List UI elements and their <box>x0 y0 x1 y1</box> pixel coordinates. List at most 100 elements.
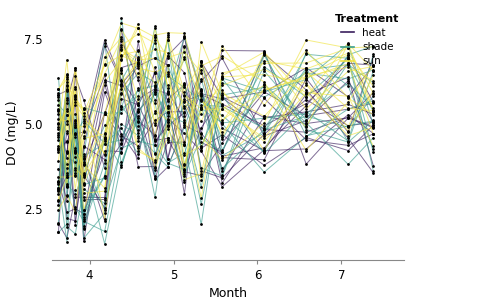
Point <box>134 102 142 107</box>
Point <box>197 99 205 104</box>
Point <box>54 94 62 99</box>
Point <box>100 205 108 210</box>
Point <box>151 133 159 138</box>
Point <box>180 142 188 147</box>
Point <box>134 152 142 157</box>
Point <box>63 183 71 188</box>
Point <box>54 121 62 125</box>
Point <box>164 140 172 145</box>
Point <box>180 161 188 166</box>
Point <box>63 239 71 244</box>
Point <box>151 177 159 182</box>
Point <box>260 83 268 88</box>
Point <box>260 116 268 121</box>
Point <box>344 84 352 88</box>
Point <box>218 175 226 180</box>
Point <box>218 181 226 185</box>
Point <box>218 107 226 112</box>
Point <box>180 151 188 155</box>
Point <box>80 212 88 217</box>
Point <box>180 81 188 86</box>
Point <box>260 123 268 128</box>
Point <box>134 60 142 65</box>
Point <box>197 88 205 93</box>
Point <box>72 94 80 99</box>
Point <box>180 117 188 122</box>
Point <box>151 38 159 43</box>
Point <box>54 180 62 185</box>
Point <box>164 104 172 109</box>
Point <box>151 89 159 94</box>
Point <box>54 188 62 193</box>
Point <box>164 63 172 68</box>
Point <box>72 166 80 170</box>
Point <box>197 67 205 72</box>
Point <box>344 69 352 74</box>
Point <box>151 138 159 143</box>
Point <box>63 224 71 229</box>
Point <box>344 123 352 128</box>
Point <box>80 114 88 119</box>
Point <box>260 61 268 66</box>
Point <box>72 218 80 223</box>
Point <box>54 75 62 80</box>
Point <box>151 118 159 123</box>
Point <box>100 152 108 157</box>
Point <box>302 65 310 70</box>
Point <box>302 111 310 116</box>
Point <box>72 159 80 164</box>
Point <box>134 136 142 141</box>
Point <box>151 98 159 103</box>
Point <box>54 178 62 183</box>
Point <box>344 116 352 121</box>
Point <box>164 73 172 78</box>
Point <box>80 173 88 178</box>
Point <box>370 120 378 125</box>
Point <box>54 107 62 112</box>
Point <box>302 123 310 128</box>
Point <box>134 103 142 107</box>
Point <box>100 110 108 114</box>
Point <box>302 38 310 43</box>
Point <box>63 148 71 153</box>
Point <box>151 101 159 106</box>
Point <box>344 62 352 66</box>
Point <box>100 41 108 46</box>
Point <box>302 76 310 80</box>
Point <box>197 131 205 136</box>
Point <box>151 35 159 39</box>
Point <box>344 139 352 144</box>
Point <box>197 60 205 65</box>
Point <box>80 129 88 134</box>
Point <box>218 80 226 85</box>
Point <box>118 151 126 155</box>
Point <box>151 142 159 147</box>
Point <box>302 130 310 135</box>
Point <box>260 126 268 131</box>
Point <box>54 124 62 129</box>
Point <box>164 89 172 94</box>
Point <box>164 118 172 122</box>
Point <box>260 89 268 94</box>
Point <box>118 82 126 87</box>
Point <box>151 166 159 171</box>
Point <box>302 95 310 100</box>
Point <box>100 173 108 178</box>
Point <box>118 53 126 58</box>
Point <box>100 136 108 141</box>
Point <box>260 80 268 84</box>
Point <box>118 78 126 83</box>
Point <box>54 229 62 234</box>
Point <box>302 137 310 142</box>
Point <box>134 93 142 98</box>
Point <box>72 150 80 155</box>
Point <box>164 110 172 114</box>
Point <box>118 110 126 115</box>
Point <box>302 125 310 130</box>
Point <box>164 32 172 37</box>
Point <box>151 152 159 157</box>
Point <box>63 162 71 166</box>
Point <box>197 135 205 140</box>
Point <box>72 96 80 101</box>
Point <box>218 76 226 80</box>
